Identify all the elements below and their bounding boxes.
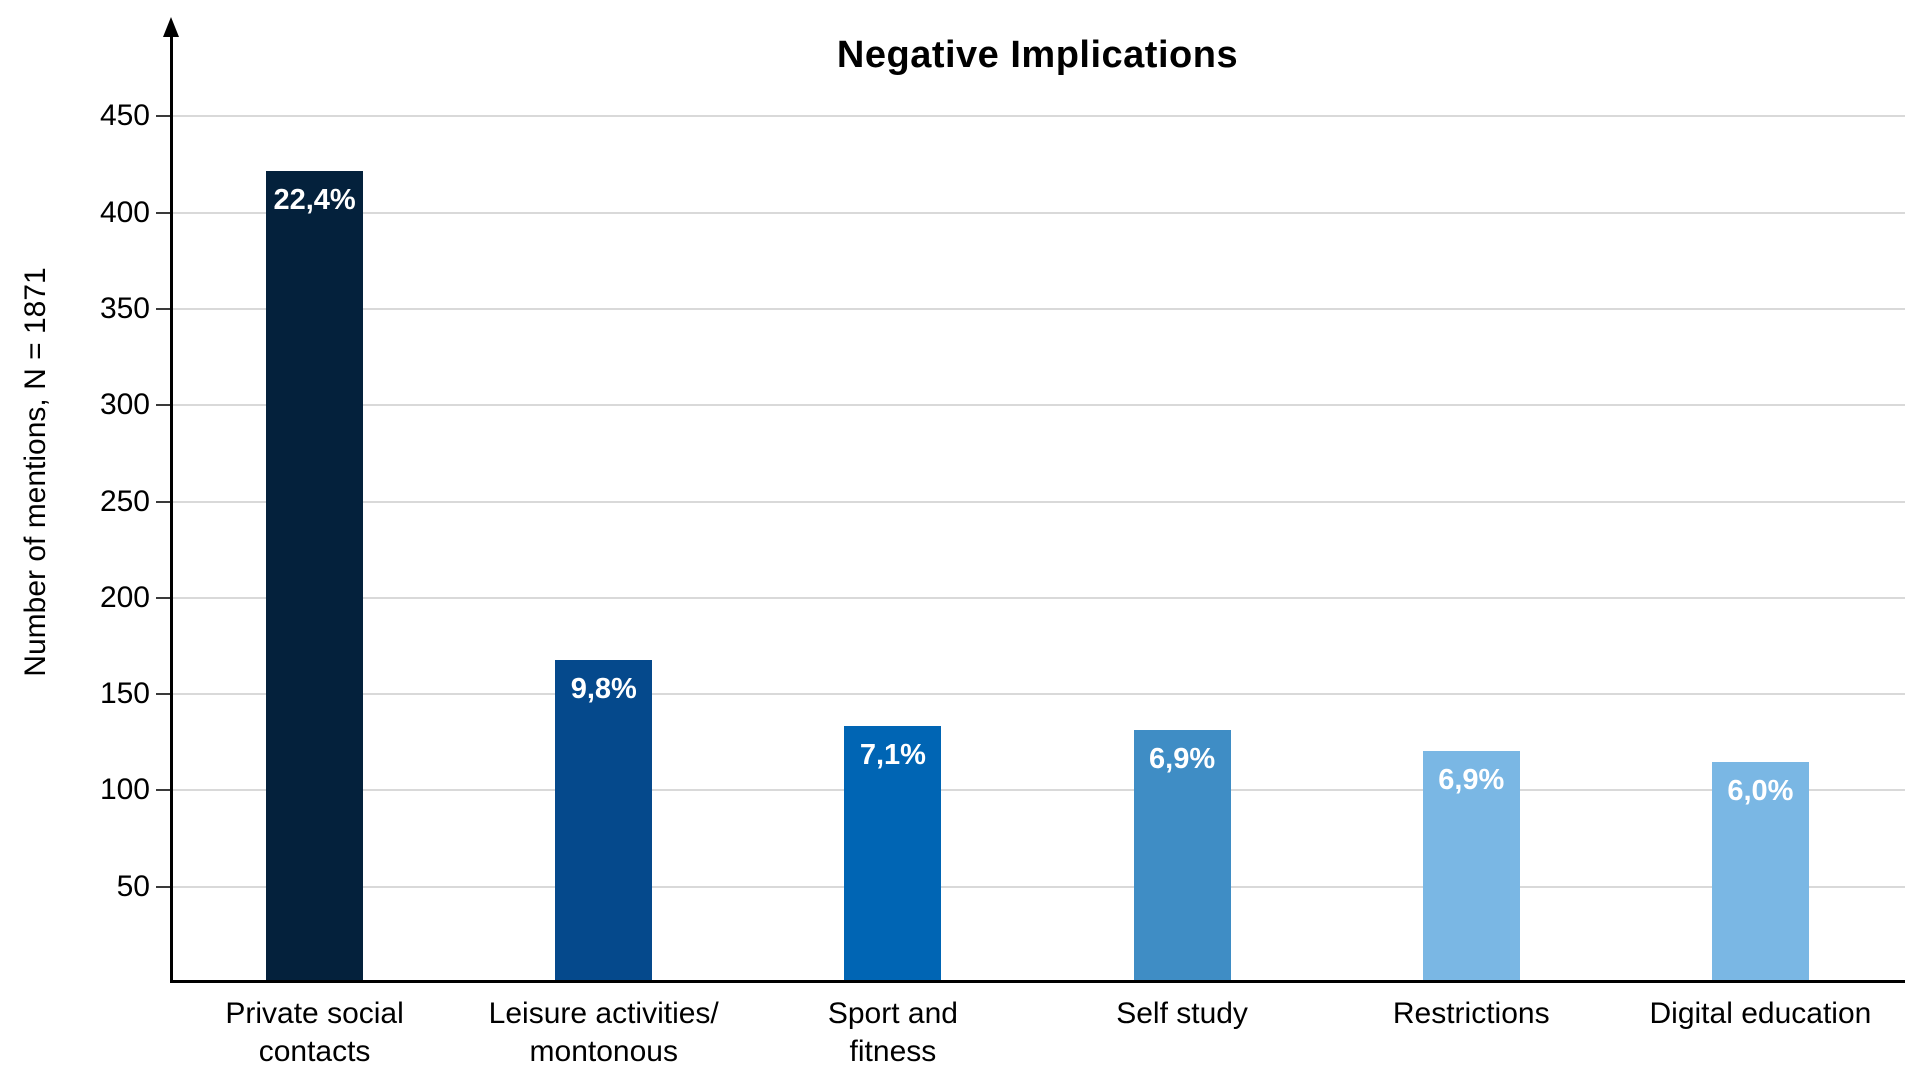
x-category-label: Restrictions: [1392, 997, 1550, 1030]
y-axis-tick-mark: [156, 693, 170, 696]
y-tick-label: 450: [99, 99, 150, 133]
y-axis-tick-mark: [156, 307, 170, 310]
gridline: [170, 404, 1905, 407]
y-axis-tick-mark: [156, 885, 170, 888]
x-category-label: Sport and fitness: [827, 997, 958, 1068]
y-axis-tick-mark: [156, 115, 170, 118]
bar: 22,4%: [266, 171, 364, 980]
plot-area: 50 100 150 200 250 300 350 400 450 22,4% 9,8% 7,1%…: [100, 17, 1905, 1068]
y-tick-label: 400: [99, 195, 150, 229]
y-tick-label: 250: [99, 484, 150, 518]
y-tick-label: 150: [99, 677, 150, 711]
x-category-label: Leisure activities/ montonous: [488, 997, 719, 1068]
bar-value-label: 6,0%: [1727, 775, 1794, 808]
y-axis-tick-mark: [156, 596, 170, 599]
bar: 6,0%: [1711, 762, 1809, 980]
x-category-label: Self study: [1116, 997, 1248, 1030]
y-axis-tick-mark: [156, 404, 170, 407]
y-axis-tick-mark: [156, 789, 170, 792]
y-axis-arrow-icon: [163, 17, 179, 37]
gridline: [170, 885, 1905, 888]
bar-value-label: 6,9%: [1149, 742, 1216, 775]
x-axis-line: [170, 980, 1905, 983]
gridline: [170, 596, 1905, 599]
bar-value-label: 6,9%: [1438, 763, 1505, 796]
y-axis-tick-mark: [156, 211, 170, 214]
x-category-label: Digital education: [1649, 997, 1872, 1030]
gridline: [170, 211, 1905, 214]
gridline: [170, 693, 1905, 696]
y-tick-label: 100: [99, 773, 150, 807]
bar-value-label: 22,4%: [273, 184, 356, 217]
y-axis-label: Number of mentions, N = 1871: [19, 267, 52, 677]
bar: 6,9%: [1422, 750, 1520, 980]
gridline: [170, 500, 1905, 503]
bar: 9,8%: [555, 660, 653, 980]
bar: 7,1%: [844, 725, 942, 980]
bar: 6,9%: [1133, 729, 1231, 980]
chart-title: Negative Implications: [836, 34, 1239, 76]
y-tick-label: 50: [116, 869, 150, 903]
gridline: [170, 115, 1905, 118]
x-category-label: Private social contacts: [225, 997, 404, 1068]
y-tick-label: 300: [99, 388, 150, 422]
y-axis-tick-mark: [156, 500, 170, 503]
y-axis-line: [170, 34, 173, 983]
gridline: [170, 789, 1905, 792]
y-tick-label: 350: [99, 291, 150, 325]
x-axis-labels-layer: Private social contacts Leisure activitie…: [170, 995, 1905, 1085]
gridline: [170, 307, 1905, 310]
y-tick-label: 200: [99, 580, 150, 614]
bar-value-label: 7,1%: [859, 738, 926, 771]
bar-value-label: 9,8%: [570, 673, 637, 706]
